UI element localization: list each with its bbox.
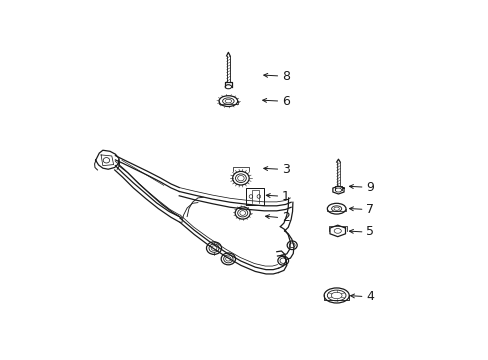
- Text: 4: 4: [366, 290, 373, 303]
- Text: 2: 2: [282, 211, 289, 224]
- Text: 1: 1: [282, 190, 289, 203]
- Text: 8: 8: [282, 69, 289, 82]
- Text: 6: 6: [282, 95, 289, 108]
- Text: 7: 7: [366, 203, 374, 216]
- Text: 5: 5: [366, 225, 374, 238]
- Text: 9: 9: [366, 181, 373, 194]
- Text: 3: 3: [282, 163, 289, 176]
